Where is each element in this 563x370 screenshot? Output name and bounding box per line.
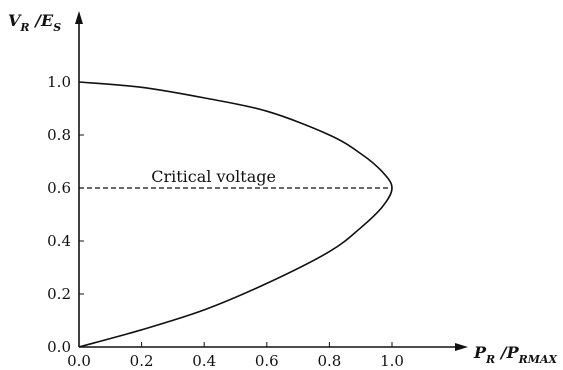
critical-voltage-label: Critical voltage xyxy=(151,167,276,186)
x-tick-label: 0.4 xyxy=(192,352,216,370)
x-label-sub1: R xyxy=(485,353,495,366)
series xyxy=(78,81,393,348)
y-axis-label: VR /ES xyxy=(8,11,61,34)
svg-text:VR /ES: VR /ES xyxy=(8,11,61,34)
x-label-main: P xyxy=(473,343,487,362)
x-label-sub2: RMAX xyxy=(518,353,558,366)
y-tick-label: 0.2 xyxy=(47,285,71,303)
x-tick-label: 0.0 xyxy=(67,352,91,370)
x-axis-arrow xyxy=(455,343,468,351)
x-tick-label: 0.8 xyxy=(317,352,341,370)
y-tick-label: 0.0 xyxy=(47,338,71,356)
x-label-sep: /P xyxy=(495,343,519,362)
x-tick-label: 1.0 xyxy=(380,352,404,370)
y-label-sub1: R xyxy=(19,21,29,34)
y-tick-label: 0.8 xyxy=(47,126,71,144)
y-label-main: V xyxy=(8,11,22,30)
ticks: 0.0 0.2 0.4 0.6 0.8 1.0 0.0 0.2 0.4 0.6 0.8 1.0 xyxy=(47,73,404,370)
pv-curve-series-0 xyxy=(78,81,393,348)
annotations: Critical voltage xyxy=(79,167,392,189)
svg-text:PR /PRMAX: PR /PRMAX xyxy=(473,343,557,366)
x-axis-label: PR /PRMAX xyxy=(473,343,557,366)
y-tick-label: 0.6 xyxy=(47,179,71,197)
y-tick-label: 1.0 xyxy=(47,73,71,91)
y-label-sep: /E xyxy=(30,11,54,30)
x-tick-label: 0.6 xyxy=(255,352,279,370)
x-tick-label: 0.2 xyxy=(130,352,154,370)
y-axis-arrow xyxy=(75,11,83,24)
y-tick-label: 0.4 xyxy=(47,232,71,250)
y-label-sub2: S xyxy=(53,21,61,34)
